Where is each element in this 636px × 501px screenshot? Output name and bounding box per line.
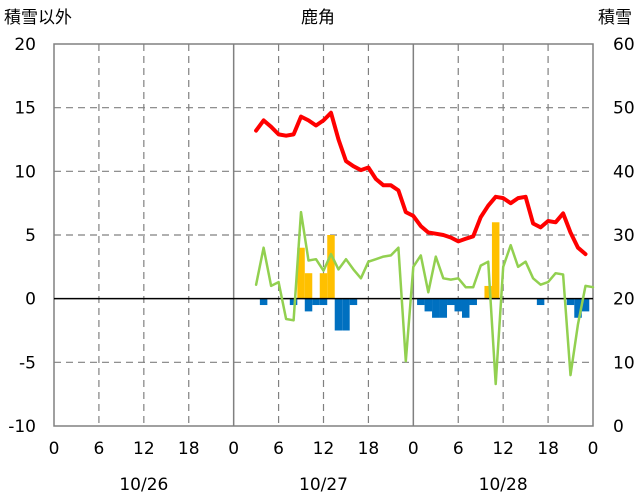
- right-tick-label: 30: [613, 226, 635, 246]
- yellow-bar: [327, 235, 335, 299]
- x-tick-label: 18: [537, 439, 559, 459]
- blue-bar: [469, 298, 477, 306]
- yellow-bar: [319, 273, 328, 299]
- right-tick-label: 20: [613, 290, 635, 310]
- date-label: 10/27: [299, 475, 348, 495]
- x-ticks: 0 6 12 18 0 6 12 18 0 6 12 18 0: [49, 439, 599, 459]
- date-label: 10/28: [479, 475, 528, 495]
- blue-bar: [312, 298, 320, 306]
- right-axis-label: 積雪: [598, 8, 632, 28]
- date-label: 10/26: [119, 475, 168, 495]
- right-tick-label: 40: [613, 162, 635, 182]
- x-tick-label: 12: [492, 439, 514, 459]
- blue-bar: [259, 298, 268, 306]
- yellow-bar: [297, 247, 305, 299]
- left-axis-label: 積雪以外: [4, 8, 72, 28]
- x-tick-label: 12: [133, 439, 155, 459]
- x-tick-label: 0: [588, 439, 599, 459]
- yellow-bar: [491, 222, 500, 299]
- bars: [259, 222, 590, 331]
- blue-bar: [439, 298, 448, 318]
- blue-bar: [334, 298, 343, 331]
- blue-bar: [424, 298, 433, 312]
- left-tick-label: 0: [25, 290, 36, 310]
- blue-bar: [447, 298, 455, 306]
- blue-bar: [432, 298, 440, 318]
- right-tick-label: 0: [613, 417, 624, 437]
- lines: [254, 110, 595, 386]
- x-tick-label: 12: [313, 439, 335, 459]
- date-labels: 10/26 10/27 10/28: [119, 475, 527, 495]
- right-ticks: 60 50 40 30 20 10 0: [613, 35, 635, 437]
- right-tick-label: 50: [613, 99, 635, 119]
- left-tick-label: 10: [14, 162, 36, 182]
- left-tick-label: 20: [14, 35, 36, 55]
- left-ticks: 20 15 10 5 0 -5 -10: [8, 35, 36, 437]
- blue-bar: [417, 298, 425, 306]
- blue-bar: [289, 298, 298, 306]
- blue-bar: [566, 298, 575, 306]
- yellow-bar: [304, 273, 313, 299]
- right-tick-label: 60: [613, 35, 635, 55]
- x-tick-label: 18: [358, 439, 380, 459]
- x-tick-label: 6: [94, 439, 105, 459]
- grid-lines: [54, 44, 593, 426]
- x-tick-label: 0: [408, 439, 419, 459]
- blue-bar: [461, 298, 470, 318]
- blue-bar: [454, 298, 462, 312]
- x-tick-label: 6: [273, 439, 284, 459]
- left-tick-label: 15: [14, 99, 36, 119]
- blue-bar: [342, 298, 350, 331]
- green-line: [254, 210, 595, 386]
- x-tick-label: 0: [228, 439, 239, 459]
- left-tick-label: -5: [19, 353, 36, 373]
- blue-bar: [319, 298, 328, 306]
- blue-bar: [581, 298, 590, 312]
- red-line: [254, 110, 588, 257]
- x-tick-label: 0: [49, 439, 60, 459]
- chart-title: 鹿角: [301, 8, 335, 28]
- blue-bar: [536, 298, 545, 306]
- yellow-bar: [484, 285, 492, 299]
- left-tick-label: -10: [8, 417, 36, 437]
- right-tick-label: 10: [613, 353, 635, 373]
- x-tick-label: 6: [453, 439, 464, 459]
- blue-bar: [574, 298, 582, 318]
- x-tick-label: 18: [178, 439, 200, 459]
- blue-bar: [304, 298, 313, 312]
- blue-bar: [349, 298, 358, 306]
- left-tick-label: 5: [25, 226, 36, 246]
